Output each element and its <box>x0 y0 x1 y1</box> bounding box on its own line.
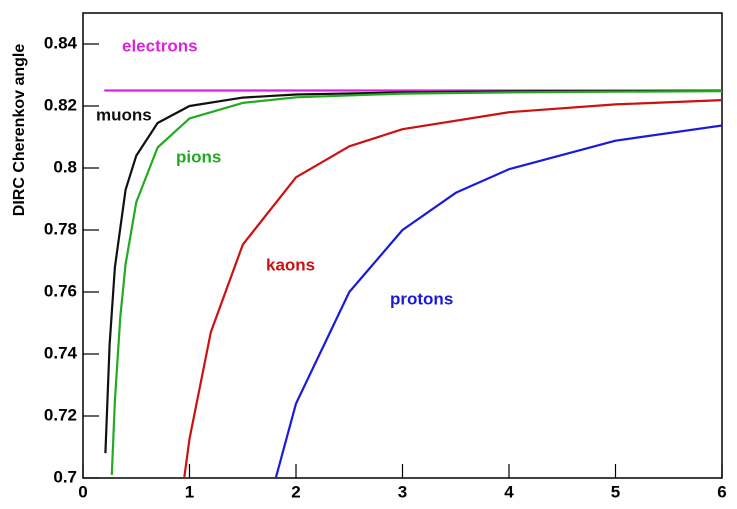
y-tick-label: 0.78 <box>44 219 77 238</box>
x-tick-label: 4 <box>504 482 514 501</box>
series-line <box>110 90 723 475</box>
x-tick-label: 1 <box>185 482 194 501</box>
y-tick-label: 0.74 <box>44 343 78 362</box>
y-tick-label: 0.7 <box>53 467 77 486</box>
x-tick-label: 3 <box>398 482 407 501</box>
y-tick-label: 0.8 <box>53 157 77 176</box>
x-tick-label: 5 <box>611 482 620 501</box>
y-tick-label: 0.76 <box>44 281 77 300</box>
series-label: electrons <box>122 36 198 55</box>
series-line <box>274 124 723 479</box>
x-tick-label: 2 <box>291 482 300 501</box>
x-tick-label: 6 <box>717 482 726 501</box>
series-line <box>183 99 723 479</box>
y-axis-title: DIRC Cherenkov angle <box>11 44 28 217</box>
y-tick-label: 0.72 <box>44 405 77 424</box>
series-line <box>104 89 723 454</box>
x-tick-label: 0 <box>78 482 87 501</box>
y-tick-label: 0.82 <box>44 95 77 114</box>
series-label: kaons <box>266 255 315 274</box>
y-tick-label: 0.84 <box>44 33 78 52</box>
series-label: muons <box>96 105 152 124</box>
series-label: pions <box>176 147 221 166</box>
series-label: protons <box>390 289 453 308</box>
